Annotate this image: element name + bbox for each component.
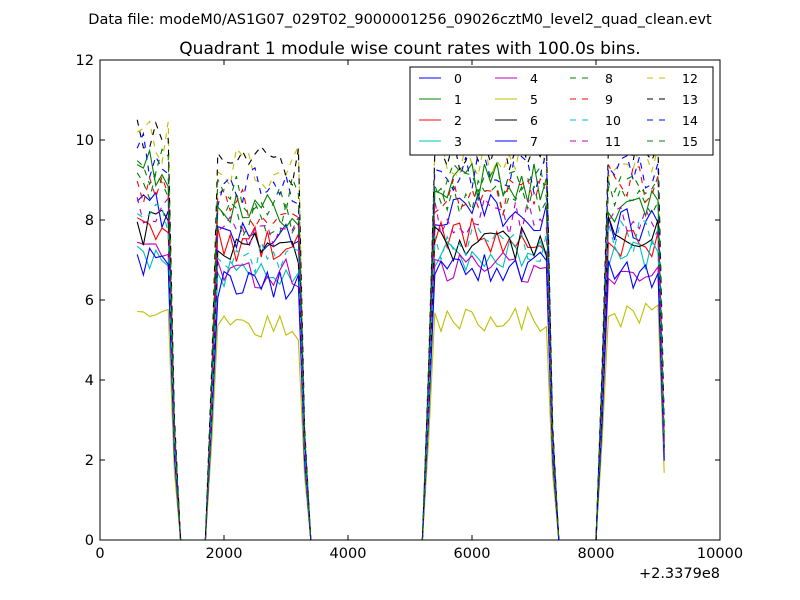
legend-label-12: 12: [682, 71, 698, 86]
series-2-line: [136, 217, 665, 540]
y-tick-label: 4: [85, 373, 94, 389]
legend-frame: [409, 66, 714, 156]
suptitle: Data file: modeM0/AS1G07_029T02_90000012…: [88, 12, 712, 28]
y-tick-label: 8: [85, 213, 94, 229]
legend-label-8: 8: [605, 71, 613, 86]
y-tick-label: 6: [85, 293, 94, 309]
legend-label-7: 7: [530, 134, 538, 149]
series-4-line: [137, 241, 665, 540]
legend-label-5: 5: [530, 92, 538, 107]
legend-label-1: 1: [454, 92, 462, 107]
legend-label-3: 3: [454, 134, 462, 149]
x-tick-label: 4000: [330, 546, 367, 562]
x-tick-label: 6000: [454, 546, 491, 562]
y-tick-label: 10: [76, 133, 94, 149]
legend-label-15: 15: [682, 134, 698, 149]
legend-label-6: 6: [530, 113, 538, 128]
series-5-line: [137, 302, 665, 540]
y-tick-label: 12: [76, 53, 94, 69]
series-14-line: [136, 131, 665, 540]
series-7-line: [136, 246, 665, 540]
y-tick-label: 0: [85, 533, 94, 549]
series-0-line: [136, 191, 665, 540]
legend-label-4: 4: [530, 71, 538, 86]
series-6-line: [136, 209, 665, 540]
series-3-line: [136, 238, 665, 540]
x-tick-label: 8000: [578, 546, 615, 562]
legend-label-0: 0: [454, 71, 462, 86]
y-tick-label: 2: [85, 453, 94, 469]
legend-label-10: 10: [605, 113, 621, 128]
series-1-line: [136, 148, 665, 540]
x-tick-label: 10000: [697, 546, 743, 562]
legend-label-11: 11: [605, 134, 621, 149]
x-tick-label: 2000: [206, 546, 243, 562]
x-offset-label: +2.3379e8: [639, 566, 720, 582]
x-tick-label: 0: [95, 546, 104, 562]
chart-title: Quadrant 1 module wise count rates with …: [179, 39, 640, 59]
legend-label-14: 14: [682, 113, 698, 128]
legend-label-13: 13: [682, 92, 698, 107]
legend-label-9: 9: [605, 92, 613, 107]
legend-label-2: 2: [454, 113, 462, 128]
series-layer: [136, 119, 665, 540]
